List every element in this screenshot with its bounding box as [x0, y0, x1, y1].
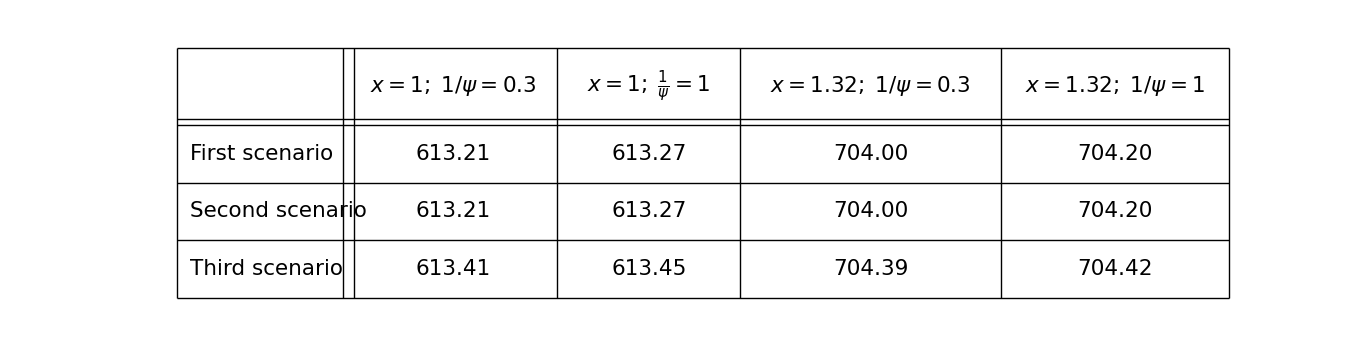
Text: $x = 1;\; 1/\psi = 0.3$: $x = 1;\; 1/\psi = 0.3$: [370, 75, 536, 98]
Text: 704.42: 704.42: [1077, 259, 1152, 279]
Text: 704.20: 704.20: [1077, 201, 1152, 222]
Text: 613.27: 613.27: [611, 144, 686, 164]
Text: $x = 1.32;\; 1/\psi = 0.3$: $x = 1.32;\; 1/\psi = 0.3$: [770, 75, 971, 98]
Text: Second scenario: Second scenario: [189, 201, 366, 222]
Text: 704.39: 704.39: [833, 259, 908, 279]
Text: $x = 1.32;\; 1/\psi = 1$: $x = 1.32;\; 1/\psi = 1$: [1025, 75, 1205, 98]
Text: First scenario: First scenario: [189, 144, 333, 164]
Text: 613.41: 613.41: [416, 259, 491, 279]
Text: $x = 1;\; \frac{1}{\psi} = 1$: $x = 1;\; \frac{1}{\psi} = 1$: [587, 69, 711, 104]
Text: 613.21: 613.21: [416, 144, 491, 164]
Text: 613.21: 613.21: [416, 201, 491, 222]
Text: 704.00: 704.00: [833, 201, 908, 222]
Text: 704.00: 704.00: [833, 144, 908, 164]
Text: Third scenario: Third scenario: [189, 259, 343, 279]
Text: 613.27: 613.27: [611, 201, 686, 222]
Text: 613.45: 613.45: [611, 259, 686, 279]
Text: 704.20: 704.20: [1077, 144, 1152, 164]
